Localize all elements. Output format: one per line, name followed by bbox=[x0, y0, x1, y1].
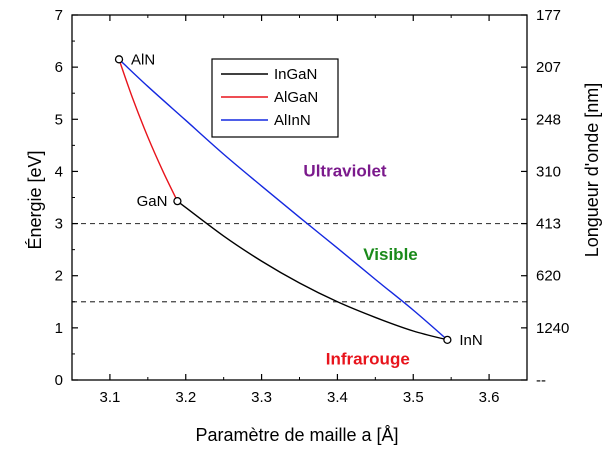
legend-label-algan: AlGaN bbox=[274, 89, 318, 106]
legend-label-alinn: AlInN bbox=[274, 112, 311, 129]
y-tick-label: 3 bbox=[55, 216, 63, 233]
y2-tick-label: 248 bbox=[536, 111, 561, 128]
y-tick-label: 4 bbox=[55, 163, 63, 180]
series-alinn-line bbox=[118, 58, 448, 341]
x-tick-label: 3.6 bbox=[479, 389, 500, 406]
x-tick-label: 3.1 bbox=[99, 389, 120, 406]
y2-tick-label: 1240 bbox=[536, 320, 569, 337]
region-label-ultraviolet: Ultraviolet bbox=[303, 162, 386, 181]
marker-label-aln: AlN bbox=[131, 51, 155, 68]
y-axis-label: Énergie [eV] bbox=[25, 150, 45, 249]
x-tick-label: 3.3 bbox=[251, 389, 272, 406]
marker-aln bbox=[114, 55, 124, 64]
y-tick-label: 1 bbox=[55, 320, 63, 337]
series-layer bbox=[118, 58, 448, 341]
y2-tick-label: 207 bbox=[536, 59, 561, 76]
x-axis-label: Paramètre de maille a [Å] bbox=[195, 425, 398, 445]
x-tick-label: 3.4 bbox=[327, 389, 348, 406]
y2-tick-label: -- bbox=[536, 372, 546, 389]
x-tick-label: 3.2 bbox=[175, 389, 196, 406]
y-tick-label: 7 bbox=[55, 7, 63, 24]
marker-label-inn: InN bbox=[459, 332, 482, 349]
annotations-layer: Ultraviolet Visible Infrarouge bbox=[303, 162, 417, 369]
y2-tick-label: 413 bbox=[536, 216, 561, 233]
marker-gan bbox=[173, 196, 182, 206]
legend-box bbox=[211, 58, 339, 138]
y-tick-label: 2 bbox=[55, 268, 63, 285]
legend-label-ingan: InGaN bbox=[274, 66, 317, 83]
legend: InGaN AlGaN AlInN bbox=[211, 58, 339, 138]
marker-inn bbox=[443, 335, 452, 345]
x-tick-label: 3.5 bbox=[403, 389, 424, 406]
reference-lines bbox=[72, 222, 527, 303]
region-label-infrarouge: Infrarouge bbox=[326, 349, 410, 368]
marker-label-gan: GaN bbox=[137, 193, 168, 210]
y-tick-label: 6 bbox=[55, 59, 63, 76]
y-tick-label: 5 bbox=[55, 111, 63, 128]
series-algan-line bbox=[118, 59, 179, 202]
y-tick-label: 0 bbox=[55, 372, 63, 389]
y2-axis-label: Longueur d'onde [nm] bbox=[582, 83, 602, 258]
y2-tick-label: 177 bbox=[536, 7, 561, 24]
y2-tick-label: 310 bbox=[536, 163, 561, 180]
series-ingan-line bbox=[176, 200, 448, 341]
region-label-visible: Visible bbox=[363, 245, 418, 264]
y2-tick-label: 620 bbox=[536, 268, 561, 285]
axes-layer: 3.1 3.2 3.3 3.4 3.5 3.6 0 1 2 3 4 5 6 7 -- 1240 620 413 31… bbox=[55, 7, 570, 406]
markers-layer: AlN GaN InN bbox=[114, 51, 483, 349]
